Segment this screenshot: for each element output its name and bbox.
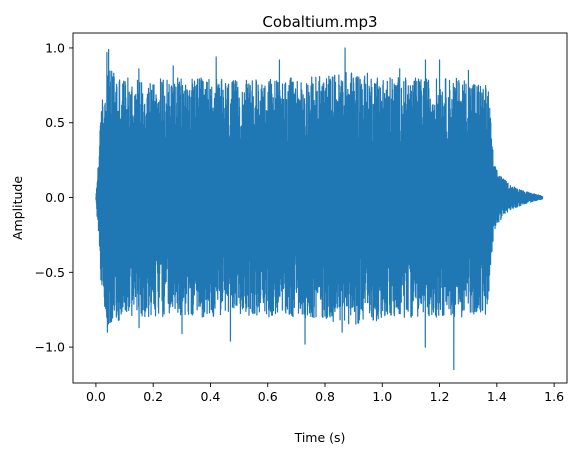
y-tick-label: 0.5 xyxy=(45,115,65,130)
x-tick-label: 1.2 xyxy=(430,389,450,404)
chart-title: Cobaltium.mp3 xyxy=(262,13,377,31)
x-tick-label: 0.2 xyxy=(143,389,163,404)
x-tick-label: 1.0 xyxy=(372,389,392,404)
y-tick-label: 1.0 xyxy=(45,40,65,55)
x-tick-label: 0.6 xyxy=(258,389,278,404)
y-axis: −1.0 −0.5 0.0 0.5 1.0 xyxy=(35,40,73,355)
x-tick-label: 1.6 xyxy=(544,389,564,404)
x-tick-label: 0.8 xyxy=(315,389,335,404)
y-tick-label: −1.0 xyxy=(35,340,65,355)
x-axis-label: Time (s) xyxy=(294,430,346,445)
x-tick-label: 0.4 xyxy=(201,389,221,404)
axes-frame xyxy=(72,32,568,384)
plot-area xyxy=(95,47,544,371)
y-tick-label: −0.5 xyxy=(35,265,65,280)
waveform-series-line xyxy=(95,47,544,371)
y-tick-label: 0.0 xyxy=(45,190,65,205)
x-tick-label: 0.0 xyxy=(86,389,106,404)
x-tick-label: 1.4 xyxy=(487,389,507,404)
x-axis: 0.0 0.2 0.4 0.6 0.8 1.0 1.2 1.4 1.6 xyxy=(86,383,564,404)
y-axis-label: Amplitude xyxy=(10,176,25,240)
